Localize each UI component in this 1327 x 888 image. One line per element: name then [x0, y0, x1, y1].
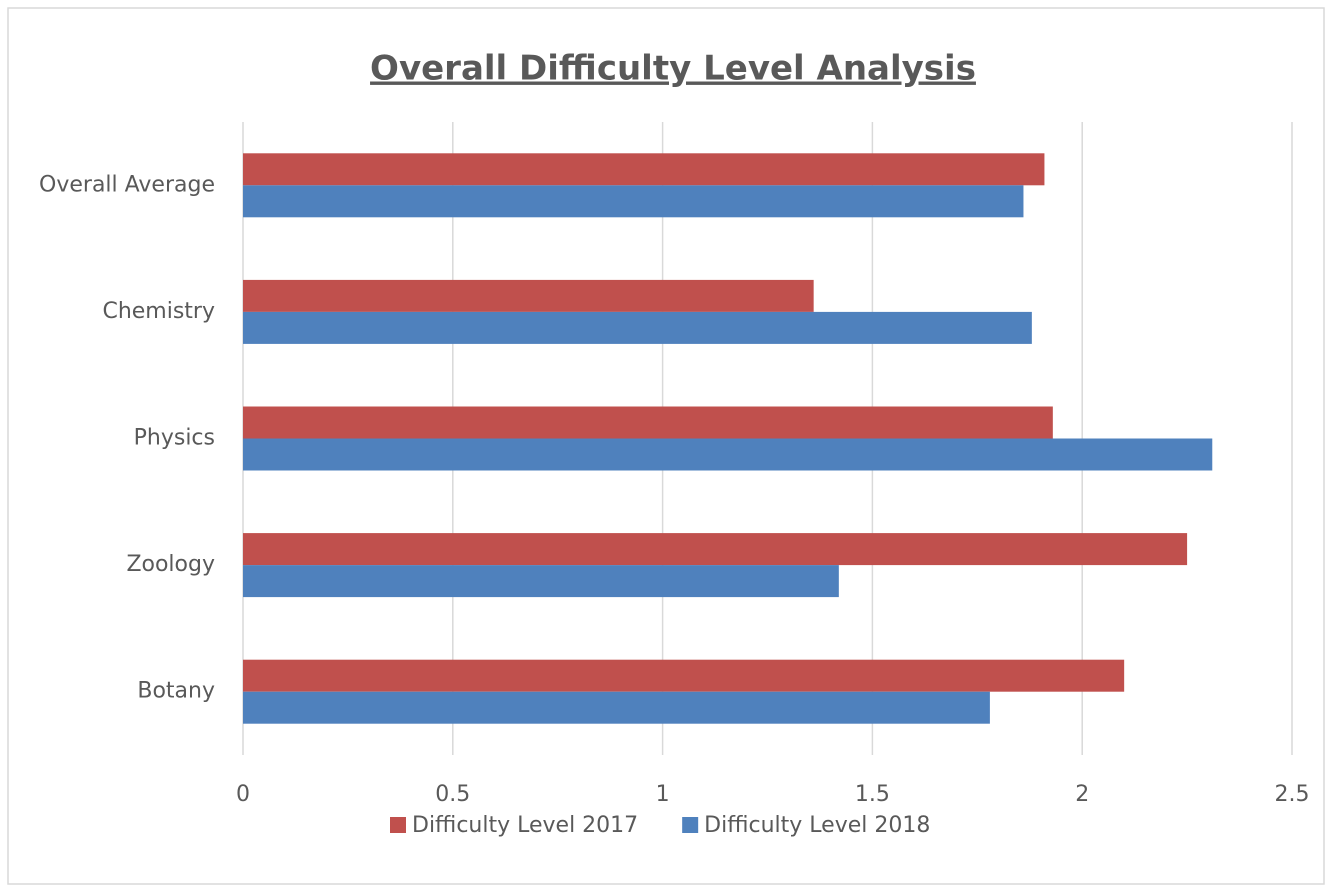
x-tick-label: 1.5 [855, 782, 890, 807]
y-tick-label: Zoology [126, 552, 215, 577]
bar [243, 153, 1045, 186]
x-tick-label: 2 [1075, 782, 1089, 807]
x-tick-label: 2.5 [1275, 782, 1310, 807]
bar [243, 185, 1024, 218]
x-tick-label: 0.5 [435, 782, 470, 807]
bar [243, 691, 990, 724]
y-tick-label: Overall Average [39, 172, 215, 197]
bar [243, 406, 1053, 439]
y-tick-label: Botany [137, 679, 215, 704]
bar [243, 533, 1188, 566]
legend-label: Difficulty Level 2017 [412, 813, 638, 838]
legend-label: Difficulty Level 2018 [704, 813, 930, 838]
bar [243, 659, 1125, 692]
bar [243, 565, 839, 598]
legend-swatch [390, 817, 406, 833]
x-tick-label: 0 [236, 782, 250, 807]
bar [243, 311, 1032, 344]
bar [243, 438, 1213, 471]
x-tick-label: 1 [656, 782, 670, 807]
y-tick-label: Chemistry [102, 299, 215, 324]
chart-title: Overall Difficulty Level Analysis [370, 49, 976, 89]
y-tick-label: Physics [134, 426, 215, 451]
bar [243, 279, 814, 312]
legend-swatch [682, 817, 699, 833]
